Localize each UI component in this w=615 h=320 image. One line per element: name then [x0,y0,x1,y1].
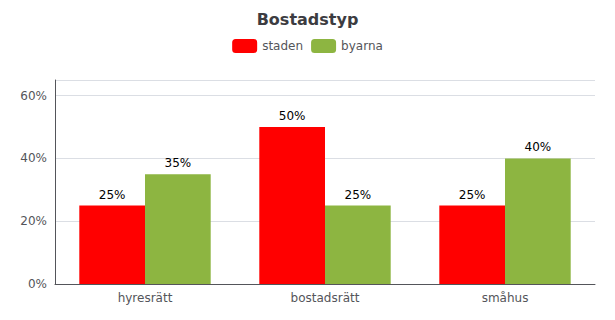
svg-text:50%: 50% [279,109,306,123]
svg-text:småhus: småhus [482,291,529,305]
svg-text:Bostadstyp: Bostadstyp [257,10,359,29]
svg-text:60%: 60% [20,89,47,103]
svg-text:40%: 40% [20,151,47,165]
svg-text:0%: 0% [28,277,47,291]
svg-text:25%: 25% [459,188,486,202]
svg-text:hyresrätt: hyresrätt [118,291,173,305]
svg-text:25%: 25% [99,188,126,202]
svg-text:25%: 25% [345,188,372,202]
svg-text:byarna: byarna [341,39,383,53]
svg-text:20%: 20% [20,214,47,228]
svg-text:bostadsrätt: bostadsrätt [291,291,360,305]
svg-text:staden: staden [262,39,303,53]
svg-text:40%: 40% [525,140,552,154]
svg-text:35%: 35% [165,156,192,170]
